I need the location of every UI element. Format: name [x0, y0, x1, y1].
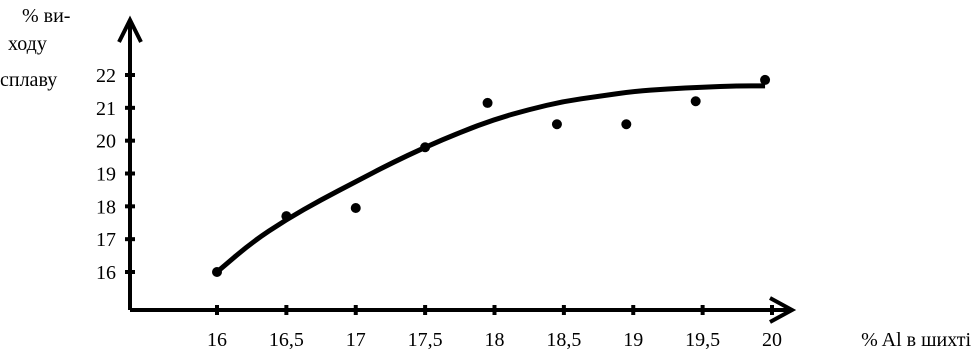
y-tick-label: 22 [96, 65, 116, 87]
y-tick-label: 20 [96, 131, 116, 153]
data-point [281, 211, 292, 222]
data-points [212, 74, 771, 277]
x-tick-label: 16 [207, 329, 227, 351]
data-point [212, 267, 222, 277]
y-axis-label-line: % ви- [22, 5, 70, 27]
ticks [125, 73, 774, 315]
y-axis-label-line: ходу [8, 33, 47, 55]
data-point [350, 202, 361, 213]
y-tick-label: 18 [96, 196, 116, 218]
y-tick-label: 19 [96, 164, 116, 186]
x-tick-label: 18 [485, 329, 505, 351]
y-tick-label: 17 [96, 229, 116, 251]
x-tick-label: 20 [762, 329, 782, 351]
x-axis-label: % Al в шихті [861, 329, 971, 351]
x-tick-label: 17,5 [408, 329, 443, 351]
data-point [420, 142, 431, 153]
x-tick-label: 18,5 [546, 329, 581, 351]
labels: 16 16,5 17 17,5 18 18,5 19 19,5 20 16 17 18 19 20 21 22… [0, 5, 971, 351]
x-tick-label: 19,5 [685, 329, 720, 351]
x-axis-arrow [769, 296, 797, 324]
y-tick-label: 16 [96, 262, 116, 284]
data-point [690, 96, 701, 107]
data-point [760, 74, 771, 85]
x-tick-label: 16,5 [269, 329, 304, 351]
trend-line [215, 83, 766, 274]
x-tick-label: 17 [346, 329, 366, 351]
data-point [482, 97, 493, 108]
axes [117, 15, 797, 324]
data-point [551, 119, 562, 130]
trend-line-group [215, 83, 766, 274]
x-tick-label: 19 [623, 329, 643, 351]
y-axis-arrow [117, 15, 143, 43]
y-axis-label-line: сплаву [0, 69, 57, 91]
y-tick-label: 21 [96, 98, 116, 120]
data-point [621, 119, 632, 130]
